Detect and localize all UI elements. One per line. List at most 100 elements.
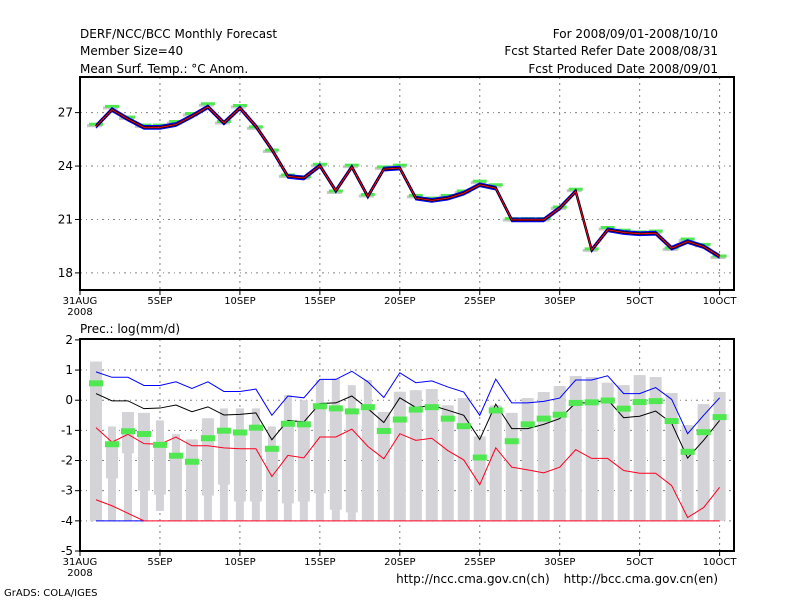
y-tick-label: 24 [58, 159, 73, 173]
observed-mark [376, 427, 391, 434]
x-tick-label: 20SEP [384, 557, 415, 568]
box-bar [521, 398, 534, 521]
box-bar [249, 427, 262, 502]
y-tick-label: 0 [65, 393, 73, 407]
plot-frame [79, 338, 735, 552]
box-bar [537, 392, 550, 521]
observed-mark [520, 421, 535, 428]
observed-mark [536, 415, 551, 422]
temperature-panel: 31AUG 5SEP 10SEP 15SEP 20SEP 25SEP 30SEP 5OCT 10… [58, 76, 738, 318]
box-bar [345, 411, 358, 513]
x-tick-label: 5SEP [147, 557, 172, 568]
observed-mark [120, 428, 135, 435]
y-tick-label: 1 [65, 363, 73, 377]
observed-mark [664, 418, 679, 425]
box-bar [265, 448, 278, 521]
observed-mark [584, 399, 599, 406]
observed-mark [424, 404, 439, 411]
top-variable-label: Mean Surf. Temp.: °C Anom. [80, 62, 248, 76]
observed-mark [296, 421, 311, 428]
box-bar [313, 406, 326, 494]
bottom-variable-label: Prec.: log(mm/d) [80, 322, 180, 336]
y-tick-label: -1 [61, 423, 73, 437]
box-bar [185, 439, 198, 521]
x-tick-label: 30SEP [544, 296, 575, 307]
y-tick-label: 21 [58, 212, 73, 226]
box-bar [665, 392, 678, 521]
box-bar [169, 457, 182, 521]
observed-mark [712, 414, 727, 421]
box-bar [617, 385, 630, 521]
box-bar [585, 376, 598, 521]
observed-mark [680, 448, 695, 455]
box-bar [441, 405, 454, 521]
precipitation-panel: 31AUG 5SEP 10SEP 15SEP 20SEP 25SEP 30SEP 5OCT 10… [61, 333, 737, 579]
x-tick-label: 5SEP [147, 296, 172, 307]
y-tick-label: -3 [61, 484, 73, 498]
x-tick-label: 10SEP [224, 557, 255, 568]
x-tick-label: 10OCT [703, 296, 738, 307]
y-tick-label: -2 [61, 454, 73, 468]
observed-mark [232, 429, 247, 436]
observed-mark [88, 380, 103, 387]
x-tick-label: 5OCT [626, 296, 654, 307]
observed-mark [616, 405, 631, 412]
y-tick-label: 27 [58, 106, 73, 120]
box-bar [425, 389, 438, 521]
x-year-label: 2008 [67, 307, 92, 318]
observed-mark [216, 427, 231, 434]
started-date: Fcst Started Refer Date 2008/08/31 [504, 44, 718, 58]
observed-mark [280, 420, 295, 427]
box-bar [137, 412, 150, 491]
observed-mark [440, 415, 455, 422]
observed-mark [184, 458, 199, 465]
box-bar [393, 391, 406, 521]
box-bar [201, 418, 214, 496]
footer-urls: http://ncc.cma.gov.cn(ch) http://bcc.cma.… [396, 572, 718, 586]
box-bar [329, 408, 342, 510]
x-tick-label: 15SEP [304, 557, 335, 568]
lower-line [95, 427, 721, 519]
grads-credit: GrADS: COLA/IGES [4, 588, 98, 599]
box-bar [89, 361, 102, 521]
observed-mark [568, 399, 583, 406]
forecast-period: For 2008/09/01-2008/10/10 [553, 27, 718, 41]
observed-mark [344, 408, 359, 415]
member-size: Member Size=40 [80, 44, 183, 58]
median-line [95, 106, 720, 257]
observed-mark [648, 398, 663, 405]
observed-mark [264, 445, 279, 452]
x-tick-label: 15SEP [304, 296, 335, 307]
observed-mark [456, 423, 471, 430]
box-bar [489, 405, 502, 521]
y-tick-label: 18 [58, 266, 73, 280]
box-bar [553, 386, 566, 521]
box-bar [633, 375, 646, 521]
y-tick-label: -5 [61, 544, 73, 558]
y-tick-label: 2 [65, 333, 73, 347]
box-bar [105, 445, 118, 479]
observed-mark [152, 441, 167, 448]
box-bar [233, 432, 246, 502]
url-ch: http://ncc.cma.gov.cn(ch) [396, 572, 550, 586]
observed-mark [168, 452, 183, 459]
observed-mark [600, 397, 615, 404]
x-tick-label: 31AUG [63, 296, 98, 307]
x-tick-label: 20SEP [384, 296, 415, 307]
url-en: http://bcc.cma.gov.cn(en) [564, 572, 718, 586]
box-bar [153, 445, 166, 495]
box-bar [681, 425, 694, 521]
x-tick-label: 10OCT [703, 557, 738, 568]
observed-mark [552, 411, 567, 418]
box-bar [409, 390, 422, 521]
observed-mark [104, 441, 119, 448]
box-bar [281, 423, 294, 504]
box-bar [569, 376, 582, 521]
box-bar [601, 382, 614, 521]
box-bar [297, 424, 310, 502]
observed-mark [328, 405, 343, 412]
observed-mark [312, 403, 327, 410]
x-tick-label: 5OCT [626, 557, 654, 568]
observed-mark [488, 407, 503, 414]
